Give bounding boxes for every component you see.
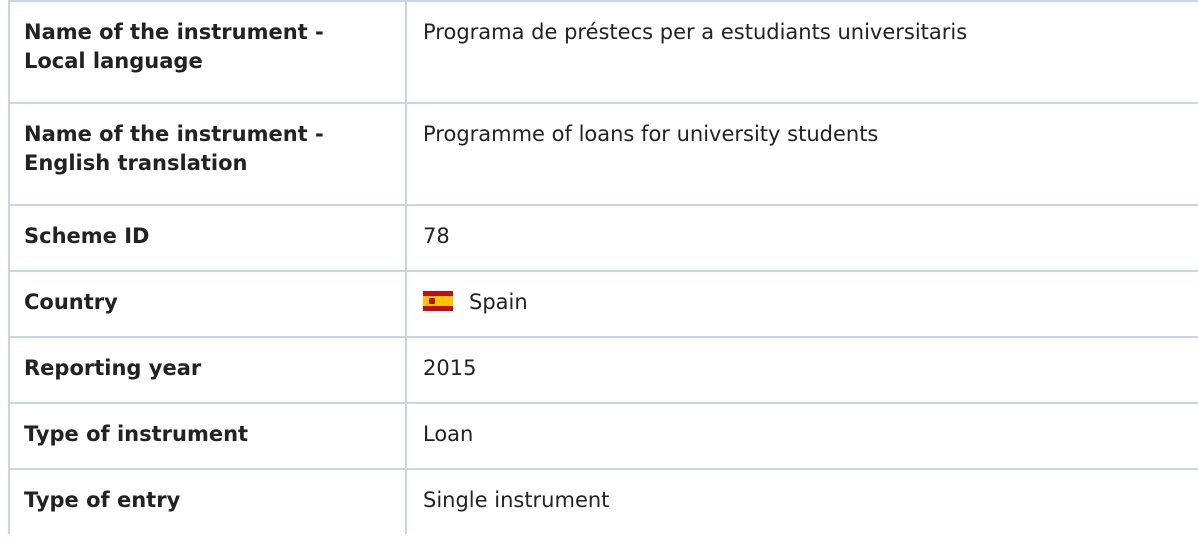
field-label: Scheme ID [8, 204, 407, 272]
table-row: Country Spain [8, 270, 1198, 338]
cell-text: Reporting year [24, 356, 202, 380]
table-row: Type of entry Single instrument [8, 468, 1198, 534]
cell-text: Programme of loans for university studen… [423, 122, 879, 146]
cell-text: Type of instrument [24, 422, 249, 446]
cell-text: Type of entry [24, 488, 181, 512]
field-value: Programme of loans for university studen… [405, 102, 1198, 206]
cell-text: Country [24, 290, 118, 314]
field-value: 78 [405, 204, 1198, 272]
table-row: Type of instrument Loan [8, 402, 1198, 470]
cell-text: 78 [423, 224, 450, 248]
field-value: Spain [405, 270, 1198, 338]
table-row: Name of the instrument - English transla… [8, 102, 1198, 206]
field-value: Loan [405, 402, 1198, 470]
cell-text: Spain [469, 290, 528, 314]
field-label: Name of the instrument - Local language [8, 0, 407, 104]
info-table: Name of the instrument - Local language P… [8, 0, 1198, 534]
field-value: 2015 [405, 336, 1198, 404]
cell-text: Name of the instrument - Local language [24, 20, 324, 73]
flag-icon [423, 291, 453, 311]
field-label: Country [8, 270, 407, 338]
field-label: Type of instrument [8, 402, 407, 470]
cell-text: Loan [423, 422, 474, 446]
field-value: Programa de préstecs per a estudiants un… [405, 0, 1198, 104]
cell-text: Single instrument [423, 488, 610, 512]
cell-text: 2015 [423, 356, 477, 380]
table-row: Name of the instrument - Local language P… [8, 0, 1198, 104]
field-value: Single instrument [405, 468, 1198, 534]
table-row: Reporting year 2015 [8, 336, 1198, 404]
field-label: Type of entry [8, 468, 407, 534]
cell-text: Name of the instrument - English transla… [24, 122, 324, 175]
table-row: Scheme ID 78 [8, 204, 1198, 272]
cell-text: Programa de préstecs per a estudiants un… [423, 20, 968, 44]
field-label: Name of the instrument - English transla… [8, 102, 407, 206]
field-label: Reporting year [8, 336, 407, 404]
cell-text: Scheme ID [24, 224, 150, 248]
